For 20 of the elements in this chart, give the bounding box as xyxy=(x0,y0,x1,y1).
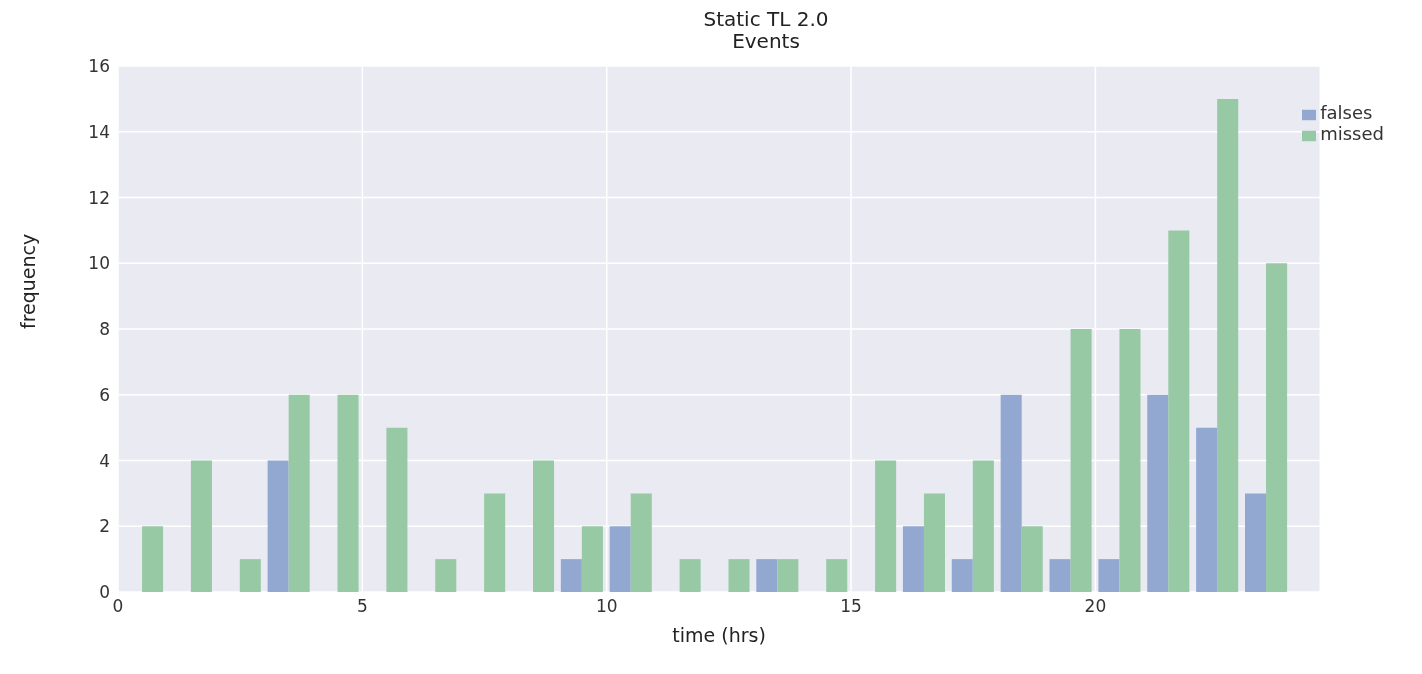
y-tick-label: 6 xyxy=(99,384,110,405)
x-axis-title: time (hrs) xyxy=(672,624,766,646)
x-tick-label: 5 xyxy=(356,596,368,617)
y-tick-label: 12 xyxy=(88,187,110,208)
y-axis-title: frequency xyxy=(16,233,39,329)
x-tick-label: 10 xyxy=(595,596,618,617)
y-tick-label: 8 xyxy=(99,319,110,340)
y-tick-label: 4 xyxy=(99,450,110,471)
chart-subtitle: Events xyxy=(731,29,801,53)
legend-label: missed xyxy=(1320,123,1384,144)
y-tick-label: 10 xyxy=(88,253,110,274)
y-tick-label: 0 xyxy=(99,582,110,603)
chart-title: Static TL 2.0 xyxy=(702,7,830,31)
y-tick-label: 16 xyxy=(88,56,110,77)
x-tick-label: 15 xyxy=(840,596,862,617)
y-tick-label: 2 xyxy=(99,516,110,537)
legend-label: falses xyxy=(1320,102,1373,123)
x-tick-label: 0 xyxy=(112,596,124,617)
x-tick-label: 20 xyxy=(1084,596,1107,617)
y-tick-label: 14 xyxy=(88,121,110,142)
